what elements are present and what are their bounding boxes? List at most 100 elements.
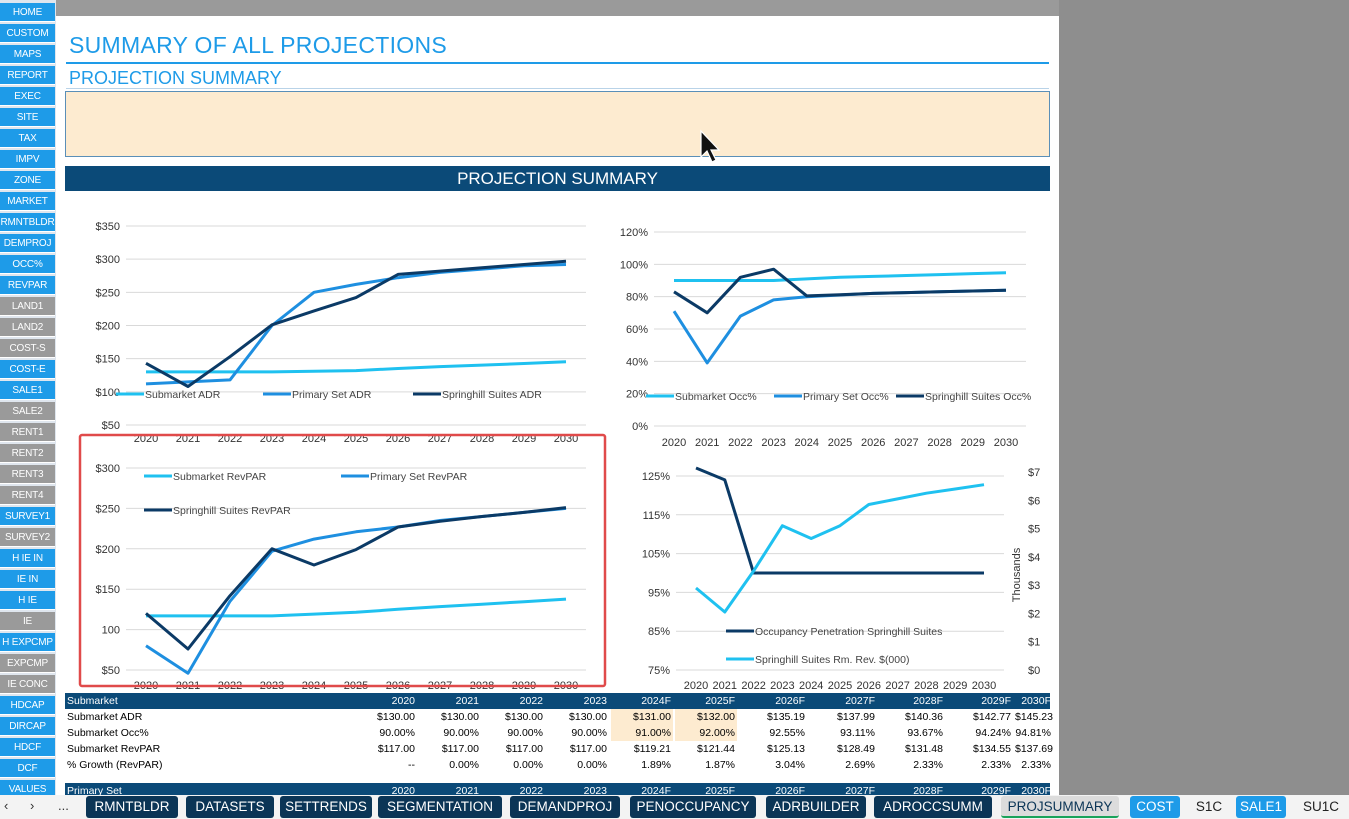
table-cell[interactable]: 2029F	[981, 695, 1011, 707]
table-cell[interactable]: $130.00	[377, 711, 415, 723]
table-cell[interactable]: 94.81%	[1015, 727, 1051, 739]
table-cell[interactable]: 90.00%	[507, 727, 543, 739]
table-cell[interactable]: 90.00%	[443, 727, 479, 739]
table-cell[interactable]: 2024F	[641, 695, 671, 707]
table-cell[interactable]: 2.33%	[981, 759, 1011, 771]
notes-input-box[interactable]	[65, 91, 1050, 157]
table-cell[interactable]: 1.87%	[705, 759, 735, 771]
nav-button-zone[interactable]: ZONE	[0, 171, 55, 190]
table-cell[interactable]: 2025F	[705, 695, 735, 707]
row-label[interactable]: Submarket Occ%	[67, 727, 149, 739]
table-cell[interactable]: 2028F	[913, 695, 943, 707]
table-cell[interactable]: 2021	[455, 785, 479, 795]
table-cell[interactable]: $125.13	[767, 743, 805, 755]
table-cell[interactable]: $117.00	[505, 743, 543, 755]
table-cell[interactable]: $130.00	[505, 711, 543, 723]
nav-button-rent4[interactable]: RENT4	[0, 486, 55, 505]
table-cell[interactable]: 2022	[519, 695, 543, 707]
row-label[interactable]: Primary Set	[67, 785, 122, 795]
nav-button-hdcap[interactable]: HDCAP	[0, 696, 55, 715]
tab-more-button[interactable]: ...	[58, 798, 69, 813]
nav-button-occ-[interactable]: OCC%	[0, 255, 55, 274]
table-cell[interactable]: 2.69%	[845, 759, 875, 771]
table-cell[interactable]: $117.00	[377, 743, 415, 755]
nav-button-sale2[interactable]: SALE2	[0, 402, 55, 421]
tab-prev-arrow[interactable]: ‹	[4, 798, 9, 813]
table-cell[interactable]: $119.21	[633, 743, 671, 755]
sheet-tab-s1c[interactable]: S1C	[1195, 799, 1223, 814]
table-cell[interactable]: $142.77	[973, 711, 1011, 723]
nav-button-survey2[interactable]: SURVEY2	[0, 528, 55, 547]
table-cell[interactable]: 2.33%	[1021, 759, 1051, 771]
sheet-tab-cost[interactable]: COST	[1130, 796, 1180, 818]
nav-button-exec[interactable]: EXEC	[0, 87, 55, 106]
table-cell[interactable]: 2025F	[705, 785, 735, 795]
sheet-tab-settrends[interactable]: SETTRENDS	[280, 796, 372, 818]
table-cell[interactable]: $117.00	[441, 743, 479, 755]
row-label[interactable]: Submarket ADR	[67, 711, 143, 723]
table-cell[interactable]: 2030F	[1021, 695, 1051, 707]
table-cell[interactable]: 2026F	[775, 695, 805, 707]
table-cell[interactable]: $135.19	[767, 711, 805, 723]
nav-button-rent3[interactable]: RENT3	[0, 465, 55, 484]
table-cell[interactable]: 2030F	[1021, 785, 1051, 795]
sheet-tab-su1c[interactable]: SU1C	[1302, 799, 1339, 814]
table-cell[interactable]: 90.00%	[379, 727, 415, 739]
table-cell[interactable]: 2.33%	[913, 759, 943, 771]
table-cell[interactable]: $137.99	[837, 711, 875, 723]
table-cell[interactable]: $117.00	[569, 743, 607, 755]
nav-button-ie-conc[interactable]: IE CONC	[0, 675, 55, 694]
sheet-tab-projsummary[interactable]: PROJSUMMARY	[1001, 796, 1119, 818]
table-cell[interactable]: 2023	[583, 785, 607, 795]
nav-button-land2[interactable]: LAND2	[0, 318, 55, 337]
table-cell[interactable]: $134.55	[973, 743, 1011, 755]
nav-button-sale1[interactable]: SALE1	[0, 381, 55, 400]
table-cell[interactable]: 92.00%	[675, 725, 737, 741]
table-cell[interactable]: $121.44	[697, 743, 735, 755]
table-cell[interactable]: 2027F	[845, 785, 875, 795]
table-cell[interactable]: 91.00%	[611, 725, 673, 741]
nav-button-values[interactable]: VALUES	[0, 780, 55, 795]
row-label[interactable]: Submarket RevPAR	[67, 743, 161, 755]
nav-button-cost-s[interactable]: COST-S	[0, 339, 55, 358]
table-cell[interactable]: 2021	[455, 695, 479, 707]
nav-button-home[interactable]: HOME	[0, 3, 55, 22]
nav-button-rent2[interactable]: RENT2	[0, 444, 55, 463]
row-label[interactable]: Submarket	[67, 695, 118, 707]
table-cell[interactable]: 2020	[391, 695, 415, 707]
nav-button-land1[interactable]: LAND1	[0, 297, 55, 316]
table-cell[interactable]: $145.23	[1015, 711, 1053, 723]
nav-button-revpar[interactable]: REVPAR	[0, 276, 55, 295]
nav-button-h-ie-in[interactable]: H IE IN	[0, 549, 55, 568]
nav-button-ie[interactable]: IE	[0, 612, 55, 631]
sheet-tab-demandproj[interactable]: DEMANDPROJ	[510, 796, 620, 818]
table-cell[interactable]: 2028F	[913, 785, 943, 795]
tab-next-arrow[interactable]: ›	[30, 798, 35, 813]
table-cell[interactable]: 90.00%	[571, 727, 607, 739]
table-cell[interactable]: 0.00%	[577, 759, 607, 771]
table-cell[interactable]: $130.00	[441, 711, 479, 723]
table-cell[interactable]: 93.67%	[907, 727, 943, 739]
nav-button-h-ie[interactable]: H IE	[0, 591, 55, 610]
nav-button-custom[interactable]: CUSTOM	[0, 24, 55, 43]
nav-button-rmntbldr[interactable]: RMNTBLDR	[0, 213, 55, 232]
nav-button-dcf[interactable]: DCF	[0, 759, 55, 778]
table-cell[interactable]: 2027F	[845, 695, 875, 707]
nav-button-impv[interactable]: IMPV	[0, 150, 55, 169]
table-cell[interactable]: 93.11%	[840, 727, 875, 739]
table-cell[interactable]: $137.69	[1015, 743, 1053, 755]
nav-button-maps[interactable]: MAPS	[0, 45, 55, 64]
sheet-tab-segmentation[interactable]: SEGMENTATION	[378, 796, 502, 818]
nav-button-dircap[interactable]: DIRCAP	[0, 717, 55, 736]
nav-button-cost-e[interactable]: COST-E	[0, 360, 55, 379]
nav-button-report[interactable]: REPORT	[0, 66, 55, 85]
nav-button-survey1[interactable]: SURVEY1	[0, 507, 55, 526]
table-cell[interactable]: 2020	[391, 785, 415, 795]
nav-button-demproj[interactable]: DEMPROJ	[0, 234, 55, 253]
table-cell[interactable]: 92.55%	[769, 727, 805, 739]
table-cell[interactable]: 2029F	[981, 785, 1011, 795]
sheet-tab-rmntbldr[interactable]: RMNTBLDR	[86, 796, 178, 818]
table-cell[interactable]: 94.24%	[975, 727, 1011, 739]
nav-button-tax[interactable]: TAX	[0, 129, 55, 148]
table-cell[interactable]: 0.00%	[513, 759, 543, 771]
